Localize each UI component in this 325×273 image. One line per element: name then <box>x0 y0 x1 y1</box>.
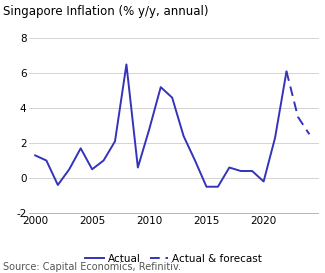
Text: Source: Capital Economics, Refinitiv.: Source: Capital Economics, Refinitiv. <box>3 262 181 272</box>
Text: Singapore Inflation (% y/y, annual): Singapore Inflation (% y/y, annual) <box>3 5 209 19</box>
Legend: Actual, Actual & forecast: Actual, Actual & forecast <box>81 250 266 268</box>
